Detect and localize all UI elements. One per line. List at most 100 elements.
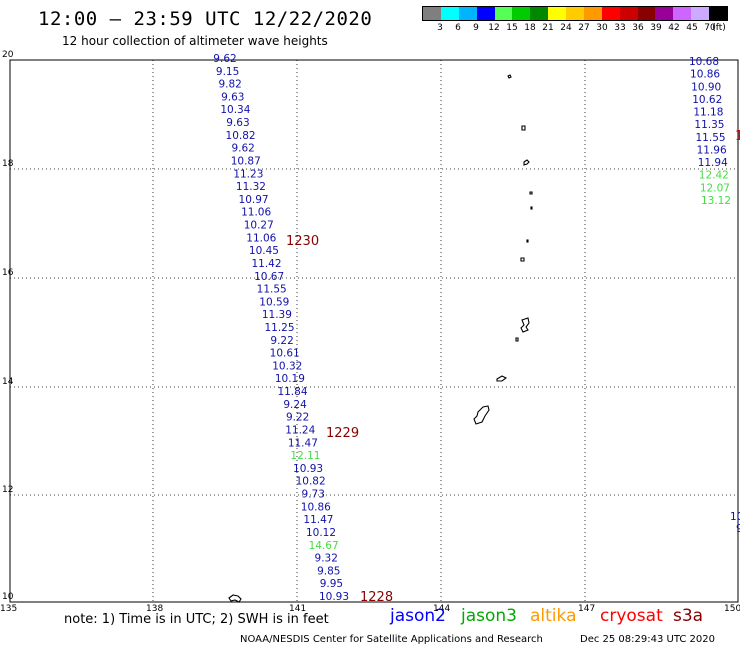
swh-value: 11.47 xyxy=(303,514,333,526)
lon-label: 141 xyxy=(289,604,306,614)
swh-value: 9.63 xyxy=(221,91,244,103)
lat-label: 16 xyxy=(2,268,14,278)
scale-swatch xyxy=(530,7,549,20)
scale-swatch xyxy=(673,7,692,20)
swh-value: 12.11 xyxy=(290,450,320,462)
island-outline xyxy=(496,375,508,382)
swh-value: 11.84 xyxy=(277,386,307,398)
swh-value: 9.73 xyxy=(302,489,325,501)
swh-value: 10.87 xyxy=(231,155,261,167)
scale-label: 30 xyxy=(596,23,608,33)
legend-altika: altika xyxy=(530,606,577,626)
swh-value: 10.12 xyxy=(306,527,336,539)
scale-swatch xyxy=(476,7,495,20)
swh-value: 10.93 xyxy=(293,463,323,475)
island-outline xyxy=(515,337,519,342)
legend-cryosat: cryosat xyxy=(600,606,663,626)
lon-label: 147 xyxy=(578,604,595,614)
scale-swatch xyxy=(709,7,727,20)
pass-time-label: 1228 xyxy=(360,590,393,605)
island-outline xyxy=(473,405,490,425)
lon-label: 144 xyxy=(433,604,450,614)
swh-value: 10.93 xyxy=(319,591,349,603)
credit-line: NOAA/NESDIS Center for Satellite Applica… xyxy=(240,634,543,645)
scale-label: 42 xyxy=(668,23,680,33)
scale-swatch xyxy=(494,7,513,20)
swh-value: 11.47 xyxy=(288,437,318,449)
swh-value: 11.23 xyxy=(233,168,263,180)
swh-value: 10.82 xyxy=(296,476,326,488)
edge-clipped-label: 9 xyxy=(736,523,740,535)
swh-value: 10.34 xyxy=(220,104,250,116)
color-scale-swatches xyxy=(422,6,728,21)
scale-swatch xyxy=(601,7,620,20)
scale-swatch xyxy=(637,7,656,20)
island-outline xyxy=(520,317,530,333)
swh-value: 10.82 xyxy=(226,130,256,142)
swh-value: 9.22 xyxy=(270,335,293,347)
legend-jason2: jason2 xyxy=(390,606,446,626)
swh-value: 10.86 xyxy=(301,501,331,513)
lon-label: 138 xyxy=(146,604,163,614)
swh-value: 11.06 xyxy=(241,207,271,219)
legend-jason3: jason3 xyxy=(461,606,517,626)
swh-value: 11.96 xyxy=(697,144,727,156)
swh-value: 9.62 xyxy=(231,143,254,155)
generated-timestamp: Dec 25 08:29:43 UTC 2020 xyxy=(580,634,715,645)
map-subtitle: 12 hour collection of altimeter wave hei… xyxy=(62,34,328,48)
map-title: 12:00 — 23:59 UTC 12/22/2020 xyxy=(38,8,373,30)
scale-label: 18 xyxy=(524,23,536,33)
scale-swatch xyxy=(691,7,709,20)
swh-value: 10.59 xyxy=(259,296,289,308)
scale-label: 3 xyxy=(437,23,443,33)
swh-value: 9.95 xyxy=(320,578,343,590)
color-scale: 3 6 9 12 15 18 21 24 27 30 33 36 39 42 45 70 (ft) xyxy=(422,6,728,33)
island-outline xyxy=(228,594,242,603)
island-outline xyxy=(520,257,525,262)
lat-label: 20 xyxy=(2,50,14,60)
island-outline xyxy=(523,159,530,166)
map-frame xyxy=(9,59,739,603)
scale-label: (ft) xyxy=(712,23,726,33)
swh-value: 11.55 xyxy=(696,132,726,144)
scale-swatch xyxy=(440,7,459,20)
pass-time-label: 1229 xyxy=(326,426,359,441)
swh-value: 11.18 xyxy=(693,107,723,119)
swh-value: 11.35 xyxy=(694,119,724,131)
scale-swatch xyxy=(655,7,674,20)
island-outline xyxy=(530,206,533,210)
footer-note: note: 1) Time is in UTC; 2) SWH is in fe… xyxy=(64,612,329,627)
swh-value: 14.67 xyxy=(309,540,339,552)
lon-label: 150 xyxy=(724,604,740,614)
scale-swatch xyxy=(458,7,477,20)
edge-clipped-label: 10 xyxy=(730,511,740,523)
scale-label: 15 xyxy=(506,23,518,33)
scale-label: 27 xyxy=(578,23,590,33)
swh-value: 11.42 xyxy=(251,258,281,270)
swh-value: 11.25 xyxy=(264,322,294,334)
swh-value: 11.06 xyxy=(246,232,276,244)
swh-value: 11.94 xyxy=(698,157,728,169)
swh-value: 11.32 xyxy=(236,181,266,193)
swh-value: 10.97 xyxy=(239,194,269,206)
lat-label: 14 xyxy=(2,377,14,387)
swh-value: 9.62 xyxy=(213,53,236,65)
swh-value: 10.62 xyxy=(692,94,722,106)
scale-swatch xyxy=(423,7,441,20)
scale-label: 12 xyxy=(488,23,500,33)
scale-swatch xyxy=(512,7,531,20)
scale-label: 9 xyxy=(473,23,479,33)
lat-label: 12 xyxy=(2,485,13,495)
swh-value: 10.86 xyxy=(690,69,720,81)
lat-label: 10 xyxy=(2,592,14,602)
island-outline xyxy=(529,191,533,195)
scale-swatch xyxy=(619,7,638,20)
legend-s3a: s3a xyxy=(673,606,704,626)
scale-swatch xyxy=(566,7,584,20)
lon-label: 135 xyxy=(0,604,17,614)
pass-time-label: 1230 xyxy=(286,234,319,249)
swh-value: 10.27 xyxy=(244,220,274,232)
swh-value: 9.22 xyxy=(286,412,309,424)
scale-label: 36 xyxy=(632,23,644,33)
